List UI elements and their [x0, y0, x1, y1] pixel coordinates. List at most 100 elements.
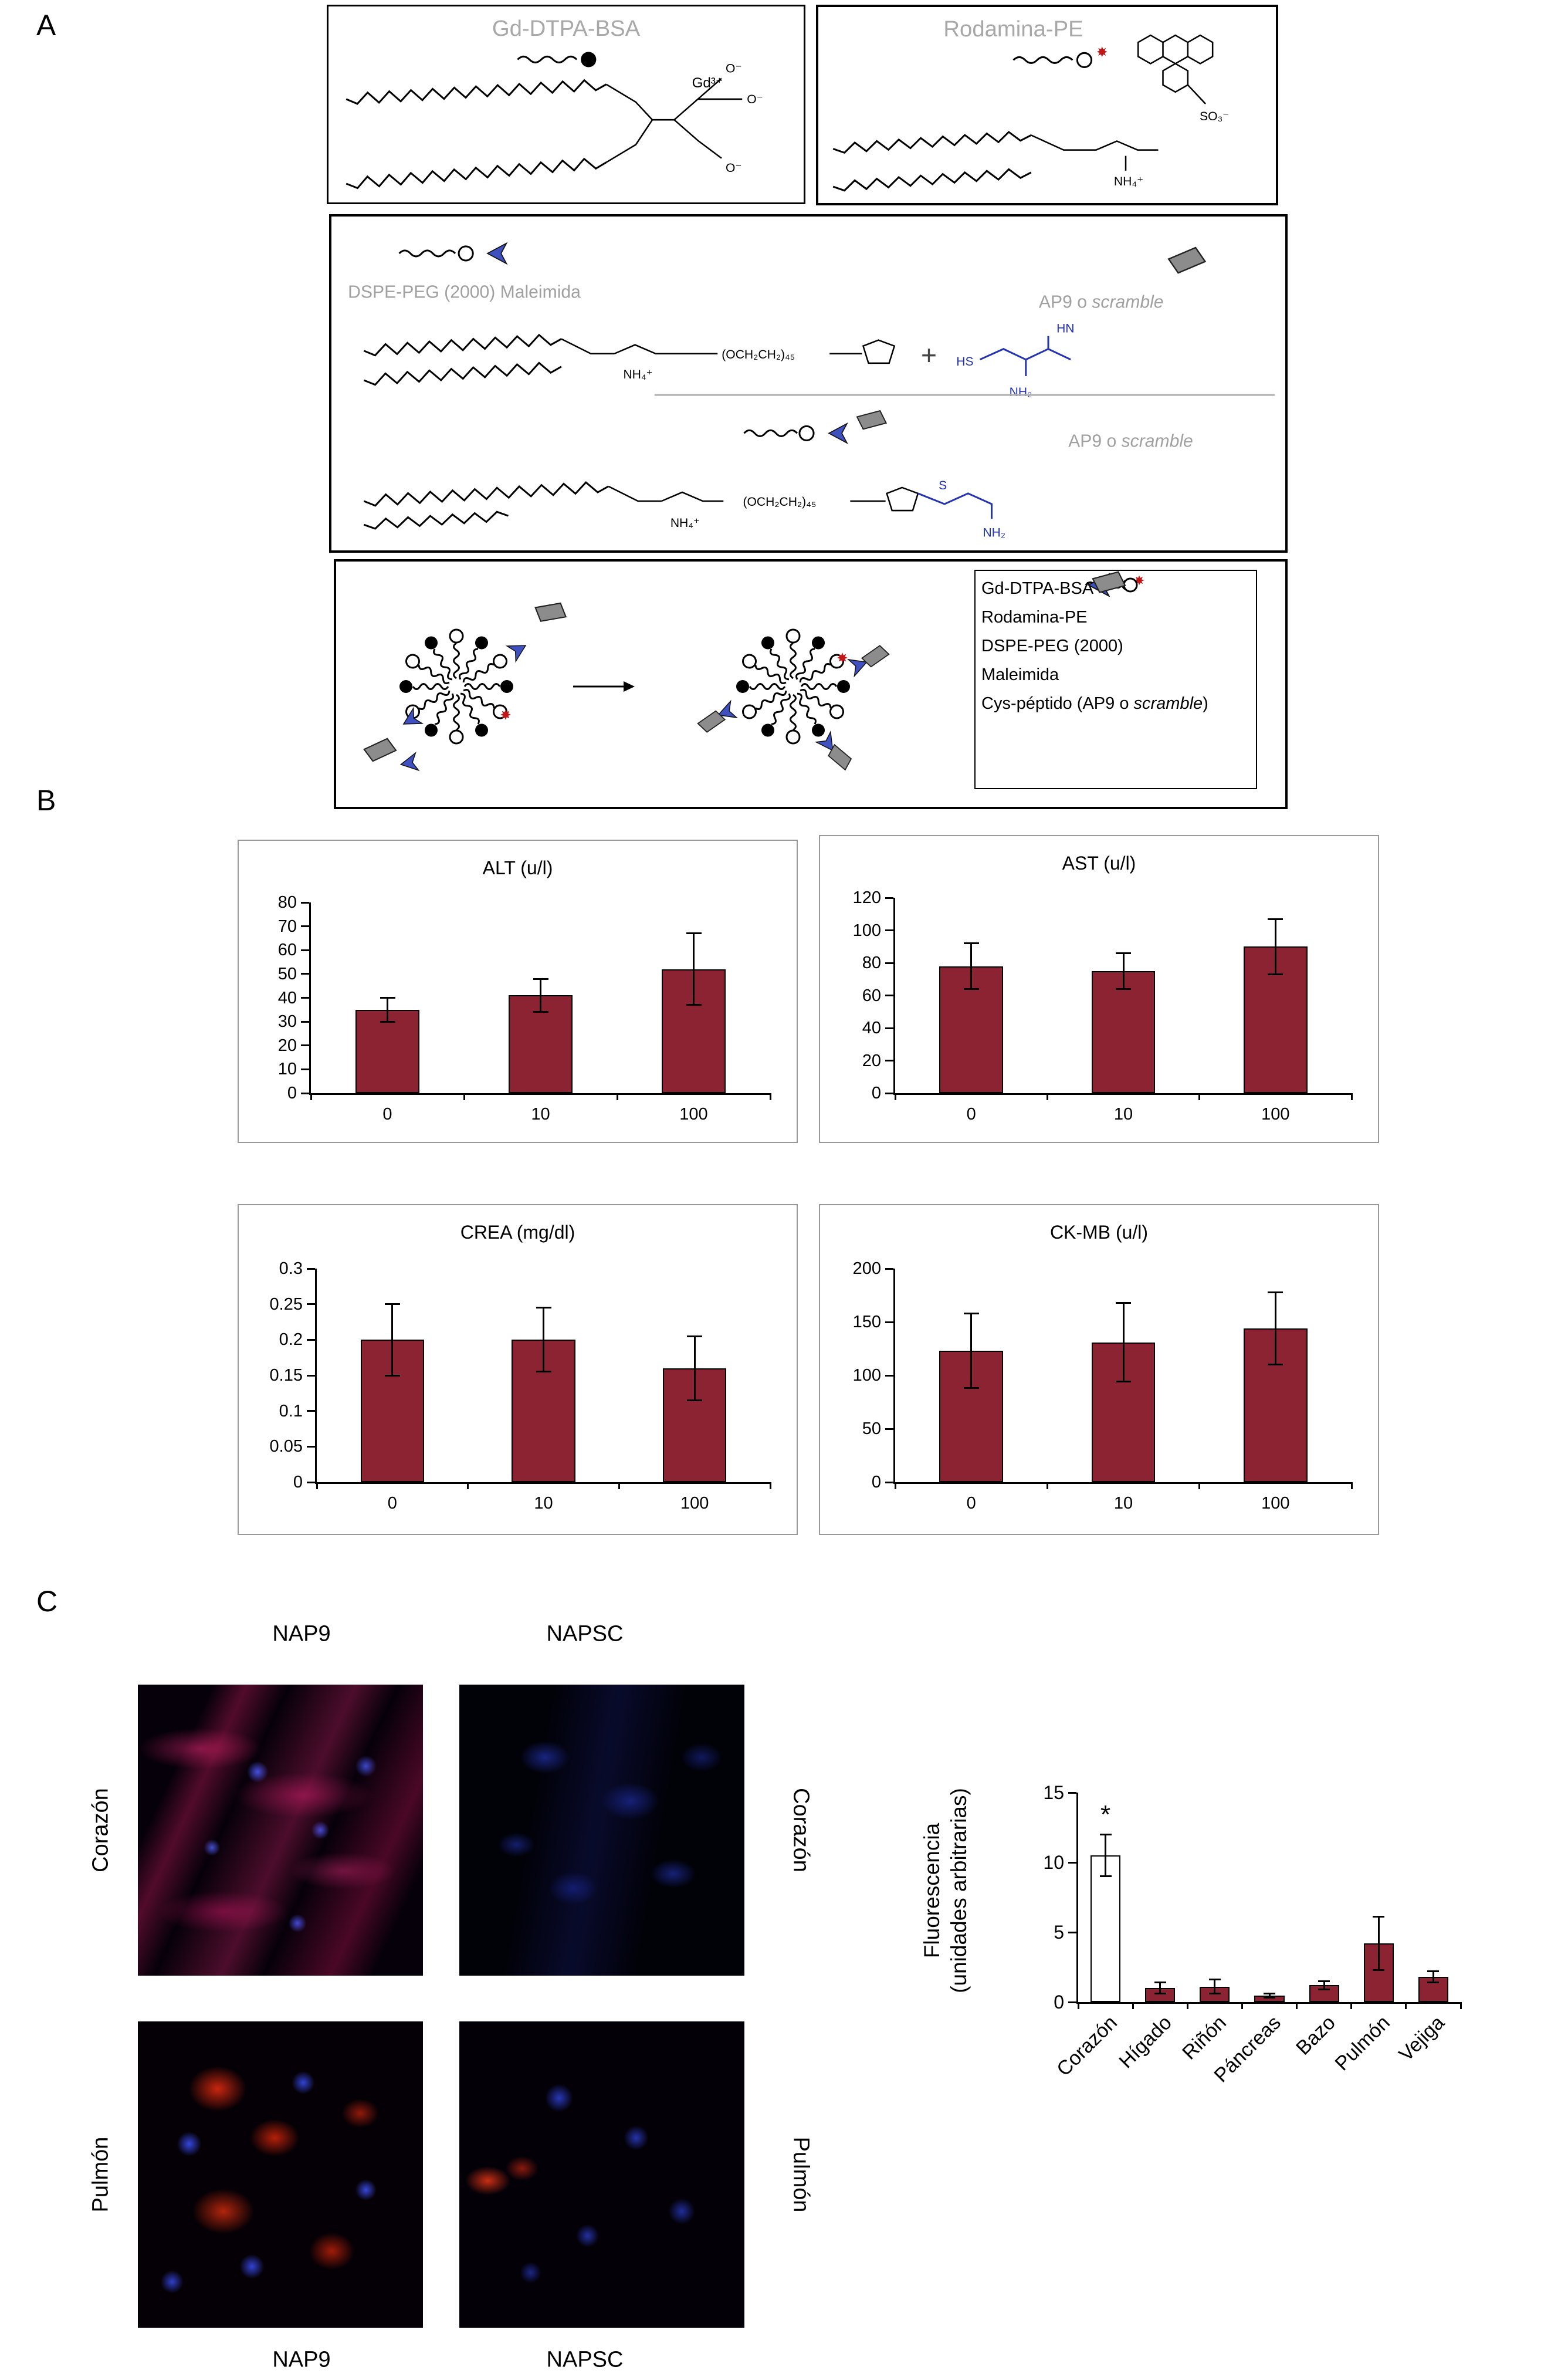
chart-alt: ALT (u/l) 0 10 20 30 40 50 60 70 80 0 10 100 [238, 840, 798, 1143]
lipid-squiggle-icon [1012, 56, 1073, 64]
y-tick [885, 1374, 893, 1377]
micelle-diagram [362, 600, 892, 774]
error-bar [970, 1313, 973, 1388]
x-tick [316, 1482, 318, 1489]
lipid-squiggle-icon [517, 55, 578, 63]
error-cap-top [1427, 1970, 1440, 1973]
conjugation-scheme: DSPE-PEG (2000) Maleimida NH₄⁺ (OCH₂CH₂)… [348, 242, 1275, 539]
x-category-label: 0 [387, 1494, 397, 1513]
reaction-arrowhead [624, 681, 635, 692]
x-tick [1405, 2002, 1407, 2009]
x-tick [1186, 2002, 1188, 2009]
y-tick [301, 1044, 309, 1047]
error-cap-bottom [536, 1371, 551, 1373]
legend-item-cys-peptido: Cys-péptido (AP9 o scramble) [976, 571, 1256, 718]
free-maleimide-arrow-icon [398, 752, 419, 774]
y-tick [885, 1027, 893, 1029]
peptide-parallelogram-icon [856, 410, 887, 430]
x-tick [463, 1093, 465, 1100]
free-peptide-icon [362, 736, 398, 763]
error-bar [1159, 1982, 1161, 1994]
error-cap-bottom [687, 1399, 703, 1401]
y-tick-label: 0.15 [269, 1366, 303, 1385]
y-tick [301, 901, 309, 904]
legend-item-maleimida: Maleimida [976, 573, 1256, 689]
rodamina-pe-structure: Rodamina-PE SO₃⁻ NH₄⁺ [832, 16, 1229, 192]
x-category-label: 0 [382, 1105, 392, 1124]
legend-item-dspe: DSPE-PEG (2000) [976, 577, 1256, 661]
row-label-corazon-left: Corazón [88, 1788, 113, 1872]
error-cap-top [1264, 1993, 1275, 1995]
error-bar [1105, 1834, 1107, 1876]
lipid-squiggle-icon [398, 249, 456, 258]
y-tick-label: 0 [1054, 1991, 1064, 2013]
y-tick-label: 0.2 [279, 1330, 303, 1350]
y-tick [301, 925, 309, 928]
stearoyl-chain-top [363, 333, 562, 357]
peg-linker [561, 338, 862, 355]
conjugation-scheme-box: DSPE-PEG (2000) Maleimida NH₄⁺ (OCH₂CH₂)… [329, 214, 1288, 553]
column-label-nap9-top: NAP9 [272, 1621, 331, 1646]
headgroup-circle-icon [1076, 52, 1093, 69]
y-tick [885, 1060, 893, 1061]
x-category-label: 100 [680, 1494, 709, 1513]
x-category-label: 10 [531, 1105, 550, 1124]
maleimide-arrow-icon [487, 242, 507, 265]
y-tick [885, 1481, 893, 1483]
gd-ball-icon [581, 52, 597, 67]
cysteine-backbone [979, 336, 1071, 376]
y-tick-label: 5 [1054, 1922, 1064, 1943]
x-tick [618, 1482, 620, 1489]
error-bar [1214, 1979, 1216, 1994]
rodamina-pe-structure-box: Rodamina-PE SO₃⁻ NH₄⁺ [816, 5, 1278, 205]
o-minus-label: O⁻ [726, 62, 742, 76]
y-tick-label: 70 [277, 917, 297, 936]
acyl-chain-bottom [346, 157, 607, 190]
y-tick [301, 973, 309, 975]
rhodamine-star-icon [1094, 44, 1110, 60]
x-tick [310, 1093, 312, 1100]
cys-peptido-legend-icon [1092, 571, 1126, 593]
y-tick-label: 0 [287, 1084, 297, 1103]
y-tick [885, 1428, 893, 1430]
error-cap-bottom [380, 1020, 395, 1023]
row-label-pulmon-right: Pulmón [788, 2136, 814, 2213]
error-bar [693, 933, 695, 1005]
y-tick-label: 100 [852, 1366, 881, 1385]
x-category-label: 10 [1113, 1105, 1133, 1124]
error-cap-bottom [533, 1011, 548, 1013]
error-bar [1268, 1993, 1271, 1998]
peg-repeat-label: (OCH₂CH₂)₄₅ [743, 495, 816, 509]
error-cap-bottom [1116, 1381, 1131, 1383]
chart-title-crea: CREA (mg/dl) [460, 1222, 575, 1243]
row-label-pulmon-left: Pulmón [88, 2136, 113, 2213]
stearoyl-chain-bottom [363, 361, 562, 386]
x-category-label: 0 [966, 1494, 976, 1513]
maleimide-ring [862, 339, 896, 364]
so3-label: SO₃⁻ [1200, 110, 1229, 123]
ylabel-line1: Fluorescencia [920, 1823, 944, 1959]
y-tick [301, 997, 309, 999]
dspe-peg-label: DSPE-PEG (2000) Maleimida [348, 282, 581, 302]
headgroup-circle-icon [458, 245, 474, 262]
y-tick [1068, 2001, 1076, 2003]
lipid-squiggle-icon [743, 429, 798, 437]
error-bar [387, 998, 388, 1022]
x-tick [467, 1482, 469, 1489]
x-tick [616, 1093, 618, 1100]
y-tick-label: 10 [1043, 1852, 1064, 1873]
error-cap-top [536, 1307, 551, 1309]
error-cap-bottom [1099, 1875, 1112, 1878]
error-cap-bottom [1268, 1364, 1283, 1366]
error-cap-bottom [1154, 1993, 1166, 1995]
y-tick-label: 120 [852, 888, 881, 907]
y-tick [1068, 1861, 1076, 1864]
y-tick-label: 50 [862, 1419, 881, 1438]
micrograph-pulmon-nap9 [138, 2021, 423, 2328]
x-category-label: 100 [1261, 1494, 1290, 1513]
micelle-assembly-box: Gd-DTPA-BSA Rodamina-PE DSPE-PEG (2000) … [334, 559, 1288, 809]
s-label: S [939, 479, 947, 492]
y-tick-label: 20 [277, 1036, 297, 1055]
chart-ast: AST (u/l) 0 20 40 60 80 100 120 0 10 100 [819, 835, 1379, 1143]
thioether-cysteine [917, 492, 993, 519]
